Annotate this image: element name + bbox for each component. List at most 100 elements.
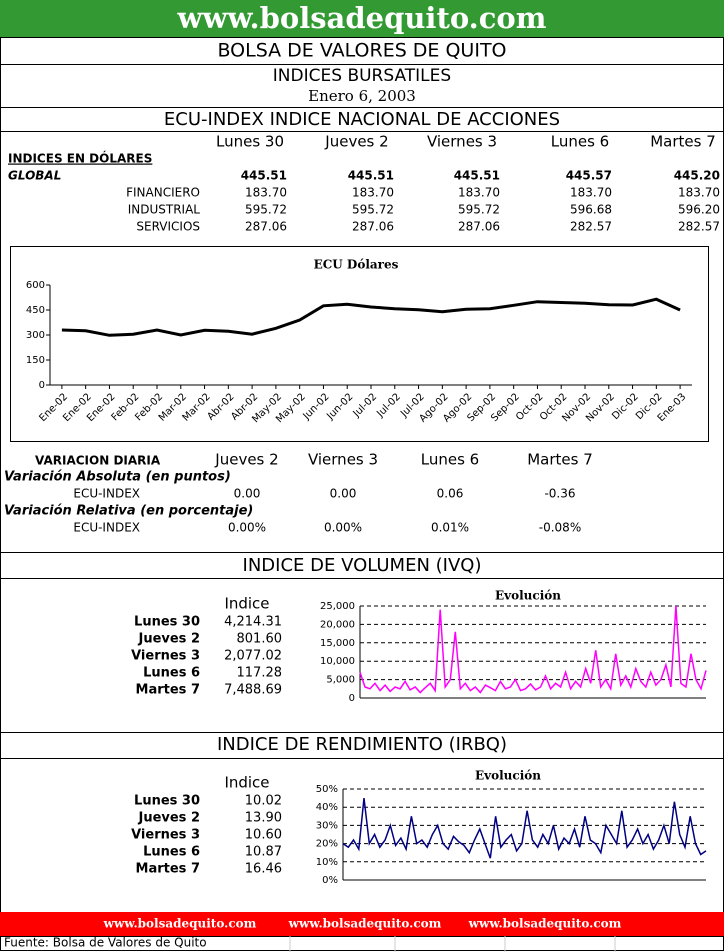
index-label: Martes 7 <box>136 862 200 877</box>
index-header: Indice <box>224 595 269 613</box>
day-header: Viernes 3 <box>427 133 497 151</box>
y-tick-label: 10% <box>316 857 338 868</box>
var-subtitle: Variación Absoluta (en puntos) <box>4 470 231 485</box>
source: Fuente: Bolsa de Valores de Quito <box>4 936 207 950</box>
row-label: INDUSTRIAL <box>128 203 201 217</box>
row-value: 595.72 <box>245 203 287 217</box>
var-value: 0.00 <box>330 487 357 501</box>
row-value: 183.70 <box>352 186 394 200</box>
index-value: 7,488.69 <box>224 683 282 698</box>
series-line <box>342 798 707 859</box>
series-line <box>61 297 681 337</box>
index-label: Jueves 2 <box>137 811 200 826</box>
subtitle: INDICES BURSATILES <box>273 66 451 86</box>
y-tick-label: 300 <box>26 330 45 341</box>
y-tick-label: 50% <box>316 784 338 795</box>
y-tick-label: 30% <box>316 820 338 831</box>
day-header: Jueves 2 <box>324 133 388 151</box>
footer-link: www.bolsadequito.com <box>103 917 257 931</box>
row-value: 596.20 <box>678 203 720 217</box>
y-tick-label: 0 <box>349 693 355 704</box>
date: Enero 6, 2003 <box>308 87 416 105</box>
row-value: 282.57 <box>678 220 720 234</box>
index-label: Lunes 30 <box>134 794 200 809</box>
y-tick-label: 0% <box>322 875 338 886</box>
footer-link: www.bolsadequito.com <box>468 917 622 931</box>
row-value: 183.70 <box>678 186 720 200</box>
index-value: 4,214.31 <box>224 615 282 630</box>
chart-title: Evolución <box>475 769 541 783</box>
index-value: 117.28 <box>237 666 283 681</box>
var-value: 0.00 <box>234 487 261 501</box>
y-tick-label: 40% <box>316 802 338 813</box>
row-value: 445.57 <box>566 169 612 183</box>
y-tick-label: 15,000 <box>320 638 355 649</box>
var-title: VARIACION DIARIA <box>35 454 161 468</box>
row-value: 183.70 <box>570 186 612 200</box>
index-label: Martes 7 <box>136 683 200 698</box>
var-value: 0.00% <box>324 521 362 535</box>
var-value: 0.06 <box>437 487 464 501</box>
series-line <box>359 605 707 694</box>
var-label: ECU-INDEX <box>73 521 140 535</box>
y-tick-label: 20% <box>316 839 338 850</box>
day-header: Lunes 6 <box>551 133 609 151</box>
volumen-title: INDICE DE VOLUMEN (IVQ) <box>243 555 482 576</box>
row-value: 183.70 <box>245 186 287 200</box>
var-label: ECU-INDEX <box>73 487 140 501</box>
index-header: Indice <box>224 774 269 792</box>
var-value: 0.01% <box>431 521 469 535</box>
index-value: 10.60 <box>245 828 282 843</box>
chart-box <box>10 246 709 442</box>
var-value: -0.36 <box>544 487 575 501</box>
row-label: GLOBAL <box>8 169 61 183</box>
index-label: Lunes 6 <box>143 845 200 860</box>
row-value: 445.51 <box>241 169 287 183</box>
site: www.bolsadequito.com <box>177 1 547 35</box>
footer-link: www.bolsadequito.com <box>288 917 442 931</box>
row-value: 445.51 <box>454 169 500 183</box>
var-subtitle: Variación Relativa (en porcentaje) <box>4 504 253 519</box>
index-label: Viernes 3 <box>131 828 200 843</box>
row-value: 183.70 <box>458 186 500 200</box>
day-header: Martes 7 <box>650 133 716 151</box>
day-header: Lunes 6 <box>421 451 479 469</box>
y-tick-label: 150 <box>26 355 45 366</box>
index-value: 16.46 <box>245 862 282 877</box>
ecu-title: ECU-INDEX INDICE NACIONAL DE ACCIONES <box>164 109 560 130</box>
var-value: -0.08% <box>539 521 581 535</box>
day-header: Viernes 3 <box>308 451 378 469</box>
footer-bar <box>0 912 724 936</box>
index-value: 10.87 <box>245 845 282 860</box>
chart-title: ECU Dólares <box>314 258 399 272</box>
y-tick-label: 450 <box>26 305 45 316</box>
y-tick-label: 0 <box>39 380 45 391</box>
row-value: 445.51 <box>348 169 394 183</box>
day-header: Lunes 30 <box>216 133 284 151</box>
day-header: Martes 7 <box>527 451 593 469</box>
row-value: 595.72 <box>458 203 500 217</box>
chart-title: Evolución <box>495 589 561 603</box>
row-label: FINANCIERO <box>126 186 200 200</box>
index-value: 10.02 <box>245 794 282 809</box>
y-tick-label: 600 <box>26 280 45 291</box>
row-value: 287.06 <box>245 220 287 234</box>
row-value: 596.68 <box>570 203 612 217</box>
y-tick-label: 20,000 <box>320 619 355 630</box>
row-value: 287.06 <box>458 220 500 234</box>
row-value: 282.57 <box>570 220 612 234</box>
day-header: Jueves 2 <box>214 451 278 469</box>
y-tick-label: 25,000 <box>320 601 355 612</box>
y-tick-label: 10,000 <box>320 656 355 667</box>
index-value: 801.60 <box>237 632 283 647</box>
index-label: Viernes 3 <box>131 649 200 664</box>
index-label: Lunes 6 <box>143 666 200 681</box>
section-label: INDICES EN DÓLARES <box>8 151 152 166</box>
index-label: Lunes 30 <box>134 615 200 630</box>
index-value: 2,077.02 <box>224 649 282 664</box>
row-label: SERVICIOS <box>136 220 200 234</box>
y-tick-label: 5,000 <box>326 675 355 686</box>
row-value: 445.20 <box>674 169 720 183</box>
